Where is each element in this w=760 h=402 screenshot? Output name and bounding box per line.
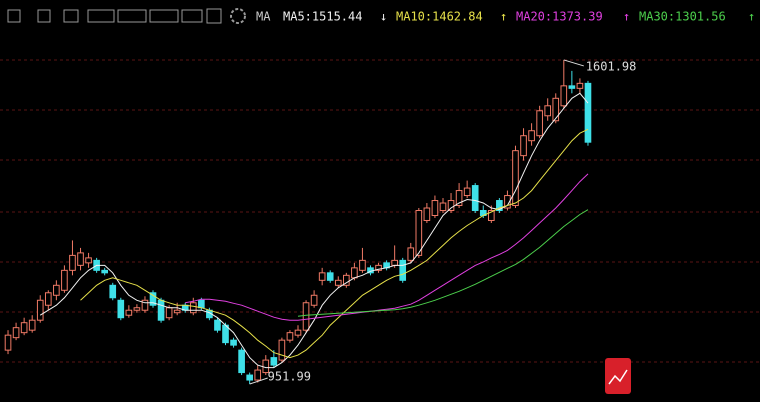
tool-icon[interactable] xyxy=(149,9,179,23)
candle-body xyxy=(254,369,262,381)
candle-body xyxy=(294,329,302,336)
candle-body xyxy=(520,135,527,157)
candle-body xyxy=(125,309,133,316)
candle-body xyxy=(302,302,310,331)
candle-body xyxy=(544,105,552,117)
candle-body xyxy=(270,357,278,366)
candle-body xyxy=(53,284,60,296)
candle-body xyxy=(189,302,197,314)
candle-body xyxy=(28,319,36,331)
toolbar xyxy=(7,8,246,24)
candle-body xyxy=(117,299,125,319)
candle-body xyxy=(439,202,447,212)
candle-body xyxy=(286,332,294,341)
candle-body xyxy=(278,339,286,361)
legend-arrow: ↑ xyxy=(623,10,630,24)
candle-body xyxy=(334,279,342,286)
candle-body xyxy=(85,257,92,264)
candle-body xyxy=(222,324,229,344)
candle-body xyxy=(310,294,318,306)
candle-body xyxy=(326,272,334,281)
candle-body xyxy=(246,374,253,381)
corner-icon-glyph xyxy=(608,369,628,385)
candle-body xyxy=(101,269,109,274)
candle-body xyxy=(149,292,157,306)
ma-line xyxy=(185,173,589,321)
candle-body xyxy=(423,207,431,221)
candle-body xyxy=(431,200,439,216)
candle-body xyxy=(447,200,455,212)
candle-body xyxy=(391,259,398,266)
legend-arrow: ↑ xyxy=(748,10,755,24)
tool-icon[interactable] xyxy=(181,9,203,23)
candle-body xyxy=(318,272,326,281)
candle-body xyxy=(20,322,28,334)
candle-body xyxy=(173,309,181,314)
corner-icon[interactable] xyxy=(605,358,631,394)
candle-body xyxy=(455,190,463,207)
candle-body xyxy=(198,299,205,309)
candle-body xyxy=(463,187,471,197)
tool-icon[interactable] xyxy=(117,9,147,23)
candle-body xyxy=(343,274,350,286)
candle-body xyxy=(238,349,245,374)
candle-body xyxy=(36,299,44,321)
candle-body xyxy=(560,85,568,107)
legend-label: MA5:1515.44 xyxy=(283,10,362,24)
tool-icon[interactable] xyxy=(7,9,21,23)
candle-body xyxy=(415,210,423,256)
candle-body xyxy=(471,185,479,212)
candle-body xyxy=(133,307,141,311)
annotation-arrow xyxy=(249,377,268,385)
corner-icon-body[interactable] xyxy=(605,358,631,394)
candle-body xyxy=(44,292,52,306)
settings-icon[interactable] xyxy=(230,8,246,24)
candle-body xyxy=(399,259,407,281)
candle-body xyxy=(4,334,12,351)
candle-body xyxy=(12,327,20,339)
candle-body xyxy=(504,195,511,209)
tool-icon[interactable] xyxy=(63,9,79,23)
tool-icon[interactable] xyxy=(206,8,222,24)
candle-body xyxy=(141,299,149,311)
candle-body xyxy=(69,254,76,271)
candle-body xyxy=(61,269,68,291)
legend-label: MA10:1462.84 xyxy=(396,10,483,24)
candle-body xyxy=(552,97,560,122)
candle-body xyxy=(157,299,165,321)
grid xyxy=(0,59,760,363)
candle-body xyxy=(165,307,173,319)
candle-body xyxy=(230,339,237,346)
annotation-low: 951.99 xyxy=(268,370,311,384)
candle-body xyxy=(576,82,584,89)
candle-body xyxy=(359,259,366,271)
legend-label: MA30:1301.56 xyxy=(639,10,726,24)
candle-body xyxy=(512,150,519,207)
candle-body xyxy=(214,319,221,331)
annotation-high: 1601.98 xyxy=(586,59,637,73)
legend-arrow: ↑ xyxy=(500,10,507,24)
candle-body xyxy=(584,82,592,143)
candle-body xyxy=(407,247,415,261)
candle-body xyxy=(351,267,358,279)
legend-arrow: ↓ xyxy=(380,10,387,24)
annotation-arrow xyxy=(563,59,584,67)
candle-body xyxy=(568,85,576,89)
ma-line xyxy=(80,128,589,359)
candle-body xyxy=(496,200,503,212)
candle-body xyxy=(487,210,495,221)
tool-icon[interactable] xyxy=(87,9,115,23)
candle-body xyxy=(77,252,84,266)
candle-body xyxy=(109,284,117,299)
ma-line xyxy=(297,209,589,317)
indicator-name: MA xyxy=(256,10,271,24)
candle-body xyxy=(536,110,543,137)
candle-body xyxy=(375,264,382,271)
tool-icon[interactable] xyxy=(37,9,51,23)
legend-label: MA20:1373.39 xyxy=(516,10,603,24)
candle-body xyxy=(528,130,535,142)
